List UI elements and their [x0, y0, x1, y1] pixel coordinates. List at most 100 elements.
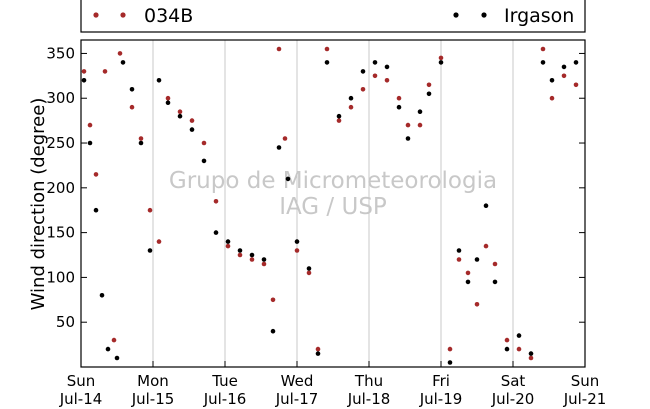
legend-marker-034B-2	[120, 12, 126, 18]
point-034b-45	[540, 46, 546, 52]
point-irgason-40	[474, 257, 480, 262]
point-irgason-11	[165, 100, 171, 105]
x-axis-ticks: SunJul-14MonJul-15TueJul-16WedJul-17ThuJ…	[59, 361, 606, 408]
x-tick-day-3: Wed	[281, 372, 314, 390]
point-irgason-7	[129, 87, 135, 92]
point-034b-13	[201, 140, 207, 146]
point-irgason-6	[120, 60, 126, 65]
point-034b-1	[87, 122, 93, 128]
grid-lines	[152, 40, 514, 367]
point-034b-17	[249, 257, 255, 262]
x-tick-day-1: Mon	[137, 372, 169, 390]
y-axis-label: Wind direction (degree)	[28, 98, 49, 311]
point-034b-43	[516, 346, 522, 352]
point-irgason-32	[396, 104, 402, 110]
point-irgason-16	[225, 239, 231, 244]
point-irgason-5	[114, 355, 120, 361]
point-034b-5	[117, 51, 123, 56]
point-034b-31	[396, 95, 402, 101]
x-tick-day-7: Sun	[571, 372, 600, 390]
legend-marker-034B-1	[93, 12, 99, 18]
point-034b-38	[465, 270, 471, 276]
point-034b-19	[270, 297, 276, 303]
point-irgason-46	[540, 60, 546, 65]
point-034b-27	[348, 104, 354, 110]
point-034b-41	[492, 261, 498, 267]
point-034b-32	[405, 122, 411, 128]
point-irgason-39	[465, 279, 471, 285]
point-irgason-15	[213, 230, 219, 235]
point-034b-7	[138, 136, 144, 141]
x-tick-day-2: Tue	[211, 372, 238, 390]
point-irgason-20	[270, 328, 276, 334]
point-irgason-41	[483, 203, 489, 208]
point-034b-9	[156, 239, 162, 244]
x-tick-day-0: Sun	[67, 372, 96, 390]
x-tick-day-5: Fri	[432, 372, 450, 390]
watermark-line-1: Grupo de Micrometeorologia	[169, 168, 497, 194]
point-034b-8	[147, 207, 153, 213]
point-irgason-33	[405, 136, 411, 141]
point-irgason-35	[426, 91, 432, 97]
point-irgason-18	[249, 252, 255, 258]
point-034b-44	[528, 355, 534, 361]
watermark: Grupo de Micrometeorologia IAG / USP	[169, 168, 497, 220]
point-034b-26	[336, 118, 342, 123]
point-irgason-26	[324, 60, 330, 65]
point-irgason-1	[87, 140, 93, 146]
point-034b-18	[261, 261, 267, 267]
point-034b-22	[294, 248, 300, 253]
point-034b-37	[456, 257, 462, 262]
x-tick-label-5: Jul-19	[419, 390, 463, 408]
y-axis-ticks: 50 100 150 200 250 300 350	[46, 44, 585, 331]
point-034b-0	[81, 69, 87, 74]
y-tick-label-50: 50	[56, 313, 75, 331]
point-irgason-8	[138, 140, 144, 146]
point-irgason-25	[315, 351, 321, 356]
point-irgason-21	[276, 145, 282, 150]
point-034b-36	[447, 346, 453, 352]
point-irgason-38	[456, 248, 462, 253]
point-034b-46	[549, 95, 555, 101]
y-tick-label-100: 100	[46, 268, 75, 286]
point-irgason-44	[516, 333, 522, 338]
x-tick-day-6: Sat	[501, 372, 526, 390]
legend-label-034B: 034B	[144, 5, 193, 27]
y-tick-label-250: 250	[46, 134, 75, 152]
point-irgason-31	[384, 64, 390, 70]
point-034b-16	[237, 252, 243, 258]
point-irgason-24	[306, 266, 312, 271]
point-irgason-42	[492, 279, 498, 285]
point-irgason-47	[549, 78, 555, 83]
point-034b-29	[372, 73, 378, 79]
point-034b-23	[306, 270, 312, 276]
point-034b-4	[111, 337, 117, 343]
legend-marker-irgason-2	[481, 12, 487, 18]
point-034b-40	[483, 243, 489, 249]
point-irgason-22	[285, 176, 291, 182]
point-irgason-23	[294, 239, 300, 244]
point-irgason-4	[105, 346, 111, 352]
point-034b-24	[315, 346, 321, 352]
y-tick-label-150: 150	[46, 224, 75, 242]
point-034b-6	[129, 104, 135, 110]
legend-marker-irgason-1	[453, 12, 459, 18]
point-034b-10	[165, 95, 171, 101]
x-tick-label-3: Jul-17	[275, 390, 319, 408]
point-034b-25	[324, 46, 330, 52]
point-irgason-37	[447, 360, 453, 365]
point-034b-42	[504, 337, 510, 343]
point-irgason-28	[348, 95, 354, 101]
x-tick-label-1: Jul-15	[131, 390, 175, 408]
point-irgason-19	[261, 257, 267, 262]
point-irgason-3	[99, 293, 105, 298]
point-034b-11	[177, 109, 183, 114]
point-034b-20	[276, 46, 282, 52]
point-irgason-49	[573, 60, 579, 65]
x-tick-label-2: Jul-16	[203, 390, 247, 408]
point-irgason-43	[504, 346, 510, 352]
point-irgason-0	[81, 78, 87, 83]
point-irgason-2	[93, 207, 99, 213]
point-irgason-10	[156, 78, 162, 83]
point-034b-14	[213, 199, 219, 204]
